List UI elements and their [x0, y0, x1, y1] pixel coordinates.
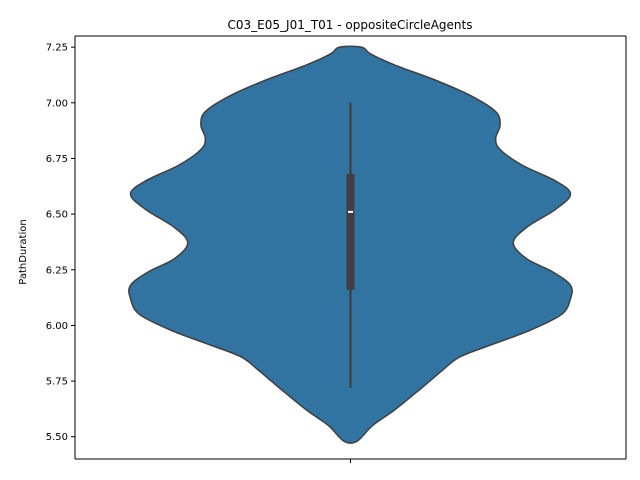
y-tick-label: 6.75 [46, 154, 68, 165]
y-ticks: 5.50 5.75 6.00 6.25 6.50 6.75 7.00 7.25 [46, 43, 75, 443]
interquartile-box [346, 174, 355, 290]
y-axis-label: PathDuration [18, 219, 29, 284]
y-tick-label: 6.25 [46, 265, 68, 276]
box-layer [346, 102, 355, 388]
y-tick-label: 7.25 [46, 43, 68, 54]
y-tick-label: 5.75 [46, 377, 68, 388]
y-tick-label: 6.50 [46, 210, 68, 221]
chart-title: C03_E05_J01_T01 - oppositeCircleAgents [228, 18, 473, 32]
y-tick-label: 5.50 [46, 432, 68, 443]
y-tick-label: 7.00 [46, 98, 68, 109]
y-tick-label: 6.00 [46, 321, 68, 332]
